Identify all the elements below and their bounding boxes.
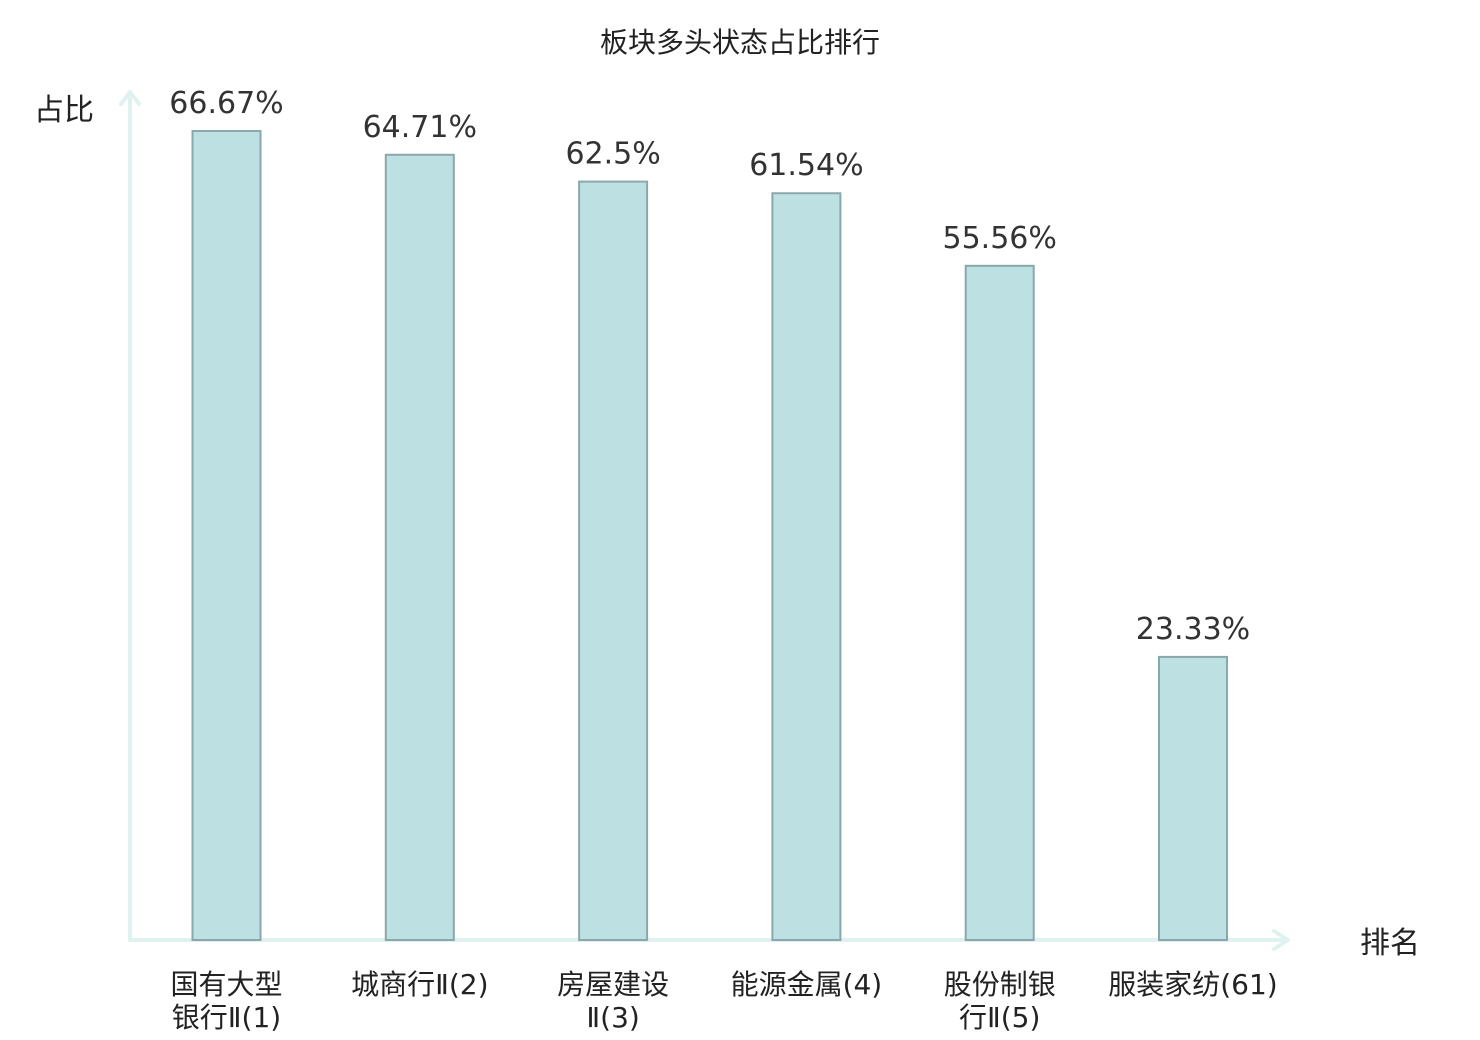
value-label-1: 66.67%: [169, 86, 283, 121]
bar-2: [384, 153, 455, 942]
bar-1: [191, 130, 262, 941]
bars-group: [191, 130, 1228, 942]
y-axis-label: 占比: [34, 93, 94, 128]
x-axis-label: 排名: [1360, 926, 1420, 961]
category-label-2: 城商行Ⅱ(2): [351, 968, 488, 1001]
category-label-3-line-2: Ⅱ(3): [586, 1001, 639, 1034]
y-axis: [119, 90, 141, 942]
value-label-6: 23.33%: [1136, 612, 1250, 647]
category-label-5-line-2: 行Ⅱ(5): [959, 1001, 1040, 1034]
category-label-6: 服装家纺(61): [1108, 968, 1277, 1001]
value-label-2: 64.71%: [363, 110, 477, 145]
bar-6: [1158, 655, 1228, 941]
y-axis-arrow-icon: [119, 90, 141, 106]
x-axis: [128, 929, 1290, 951]
value-label-3: 62.5%: [565, 137, 660, 172]
category-label-4: 能源金属(4): [731, 968, 883, 1001]
chart-title: 板块多头状态占比排行: [600, 26, 880, 59]
bar-4: [771, 192, 842, 941]
x-axis-arrow-icon: [1272, 929, 1290, 951]
category-label-5-line-1: 股份制银: [944, 968, 1056, 1001]
value-label-4: 61.54%: [749, 148, 863, 183]
bar-5: [964, 264, 1035, 941]
value-label-5: 55.56%: [943, 221, 1057, 256]
value-labels-group: 66.67% 64.71% 62.5% 61.54% 55.56% 23.33%: [169, 86, 1250, 647]
category-label-1-line-1: 国有大型: [170, 968, 282, 1001]
category-label-3-line-1: 房屋建设: [557, 968, 669, 1001]
bar-3: [578, 180, 649, 942]
category-label-1-line-2: 银行Ⅱ(1): [172, 1001, 281, 1034]
